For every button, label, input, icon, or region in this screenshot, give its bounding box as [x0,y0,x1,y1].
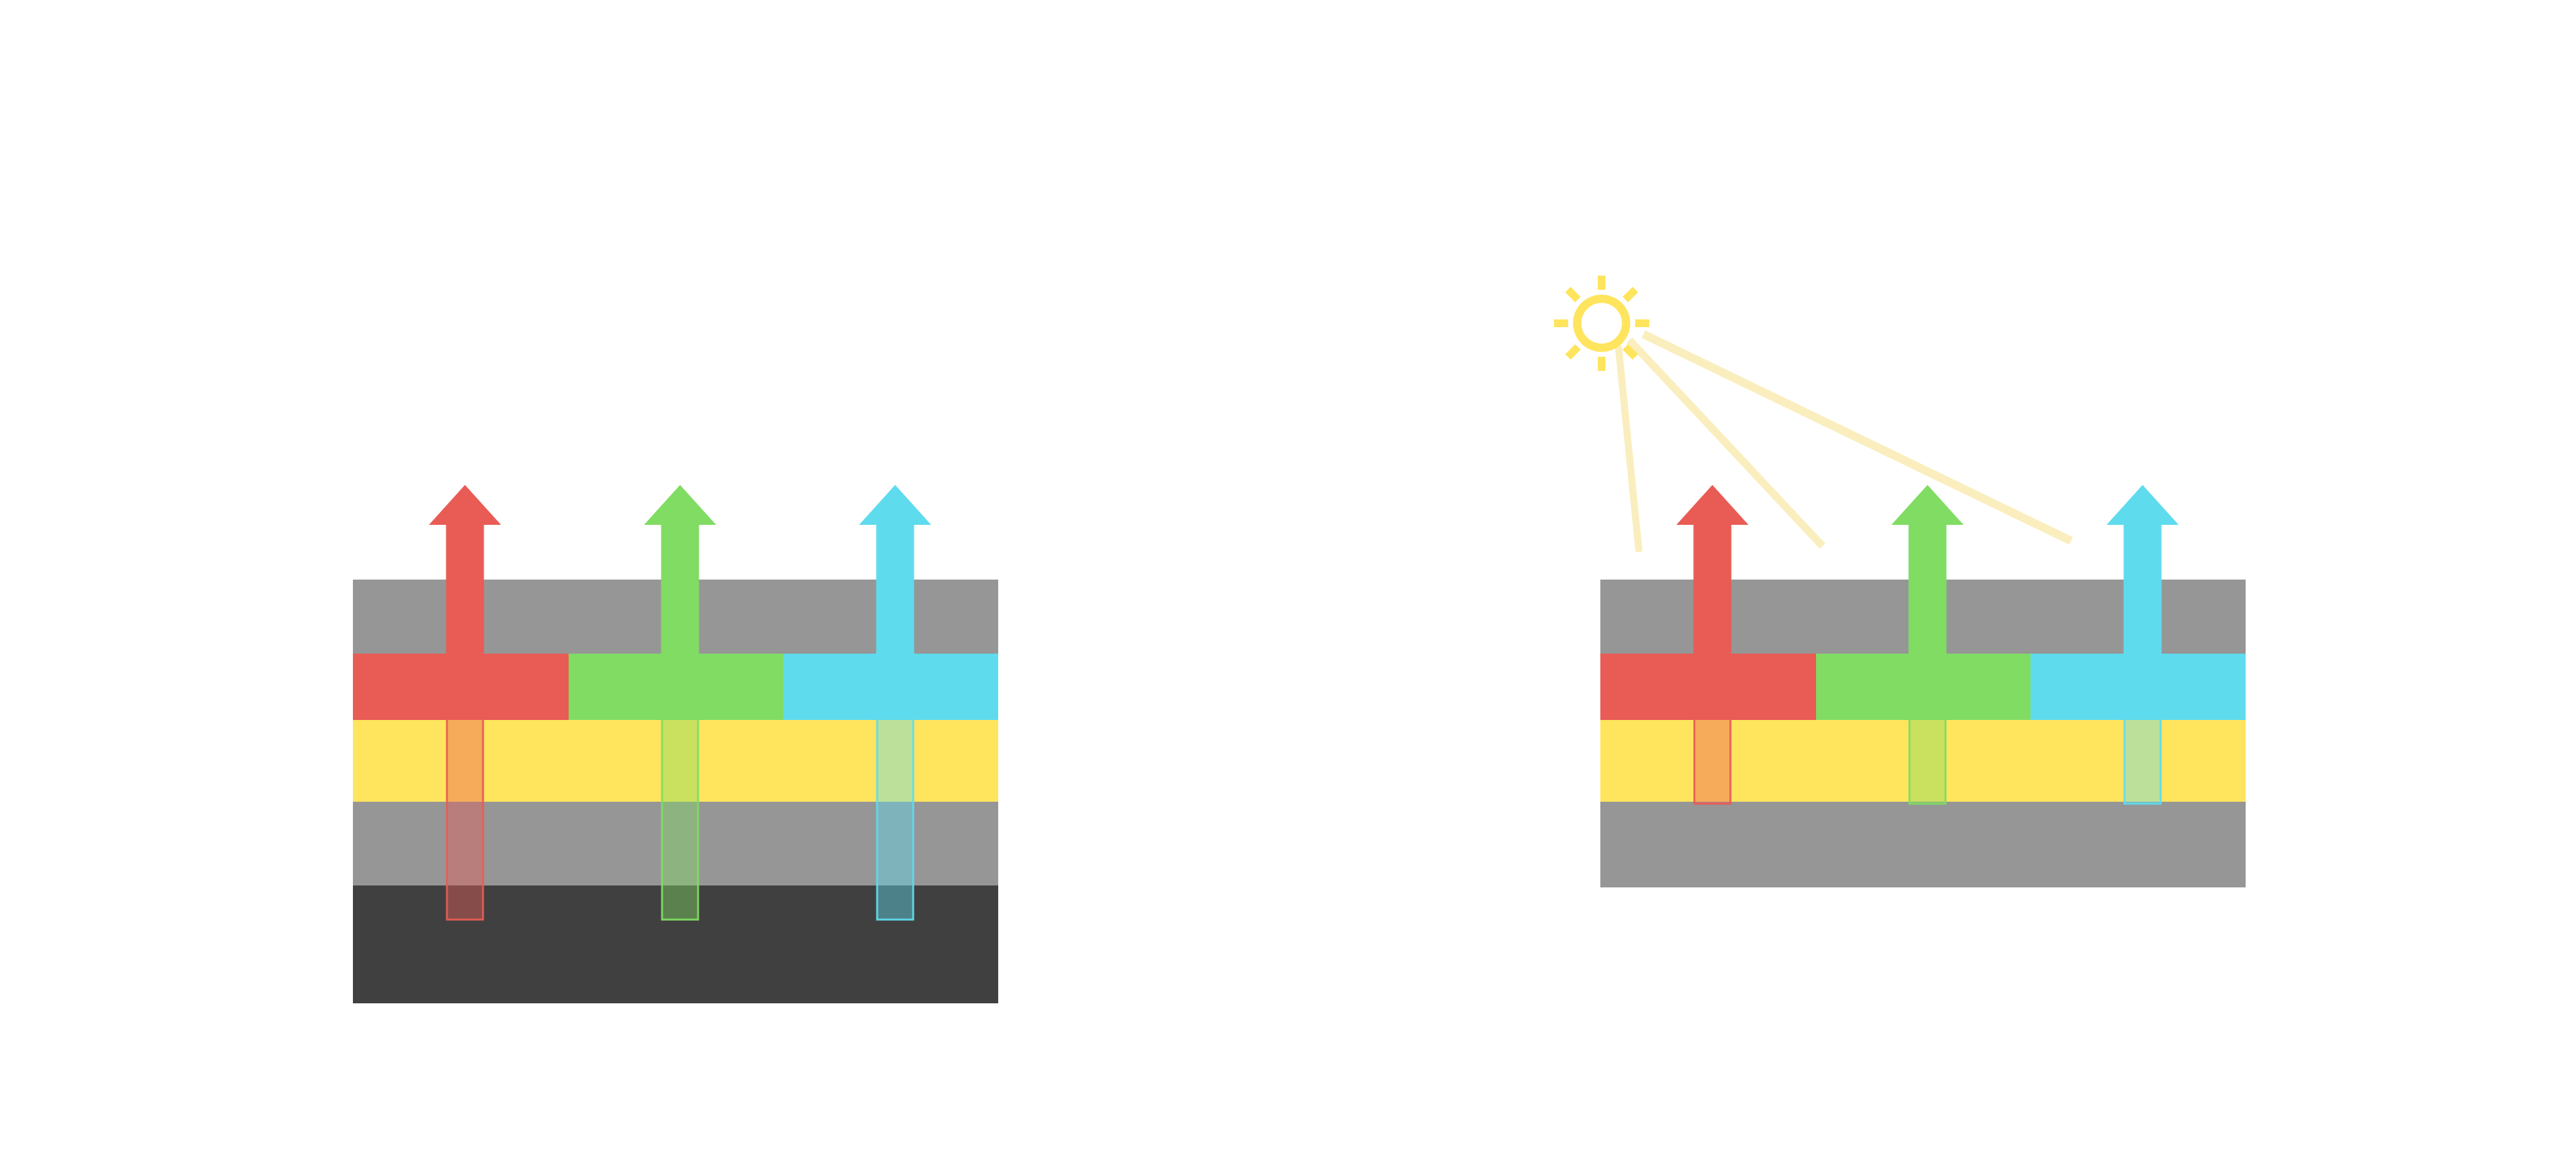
sun-spoke-icon-3 [1622,344,1638,360]
sun-spoke-icon-5 [1565,344,1581,360]
left-layer-group [353,580,998,1003]
right-arrow-group [1676,485,2179,805]
left-arrow-group [429,485,931,921]
red-emission-arrow [429,485,501,720]
sun-icon-group [1554,276,1649,371]
sun-ray-1 [1615,345,1643,553]
cyan-emission-arrow [859,485,931,720]
sun-spoke-icon-1 [1622,287,1638,303]
bottom-gray-layer [1600,802,2246,887]
sun-spoke-icon-7 [1565,287,1581,303]
yellow-layer [1600,720,2246,802]
sun-ray-3 [1642,330,2073,545]
cyan-emission-arrow [2107,485,2179,720]
red-emission-arrow [1676,485,1748,720]
dark-substrate-layer [353,885,998,1003]
mid-gray-layer [353,802,998,885]
left-stack-svg [353,485,998,1003]
sun-ray-group [1615,330,2073,553]
green-emission-arrow [1891,485,1964,720]
yellow-layer [353,720,998,802]
figure-dark-substrate-stack [0,0,1159,1154]
figure-light-substrate-stack [1159,0,2576,1154]
sun-ray-2 [1626,337,1826,549]
right-stack-svg [1554,276,2246,887]
green-emission-arrow [644,485,716,720]
sun-core-ring-icon [1573,294,1631,352]
